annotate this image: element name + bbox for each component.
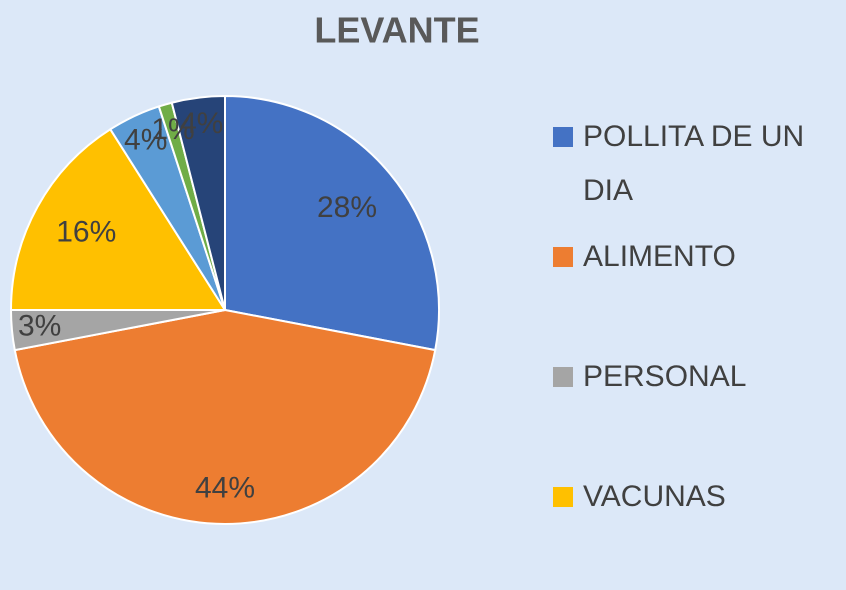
legend-label: PERSONAL: [583, 360, 747, 393]
data-label: 1%: [151, 113, 194, 146]
legend-item: PERSONAL: [553, 350, 846, 470]
pie-slice: [13, 308, 437, 525]
legend-swatch: [553, 487, 573, 507]
legend: POLLITA DE UN DIA ALIMENTO PERSONAL VACUNAS: [553, 110, 846, 590]
legend-item: ALIMENTO: [553, 230, 846, 350]
legend-label: VACUNAS: [583, 480, 726, 513]
legend-swatch: [553, 247, 573, 267]
pie-slice: [9, 127, 227, 311]
legend-swatch: [553, 127, 573, 147]
legend-item: POLLITA DE UN DIA: [553, 110, 846, 230]
chart: LEVANTE 28% 44% 3% 16% 4%1%4%: [9, 10, 480, 525]
data-label: 4%: [124, 123, 167, 156]
data-label: 4%: [180, 107, 223, 140]
legend-swatch: [553, 367, 573, 387]
chart-title: LEVANTE: [314, 10, 479, 51]
pie-slice: [170, 94, 226, 311]
data-label: 3%: [18, 309, 61, 342]
pie-slice: [224, 94, 440, 352]
page: {"chart_data": {"type": "pie", "title": …: [9, 9, 805, 525]
data-label: 16%: [56, 216, 116, 249]
data-label: 28%: [317, 191, 377, 224]
legend-item: VACUNAS: [553, 470, 846, 590]
legend-label: POLLITA DE UN DIA: [583, 120, 805, 207]
data-label: 44%: [195, 472, 255, 505]
legend-label: ALIMENTO: [583, 240, 736, 273]
